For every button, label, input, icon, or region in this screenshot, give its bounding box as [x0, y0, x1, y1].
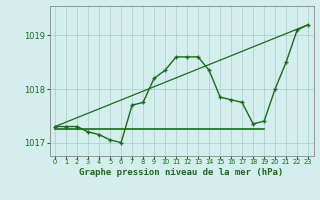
X-axis label: Graphe pression niveau de la mer (hPa): Graphe pression niveau de la mer (hPa) — [79, 168, 284, 177]
